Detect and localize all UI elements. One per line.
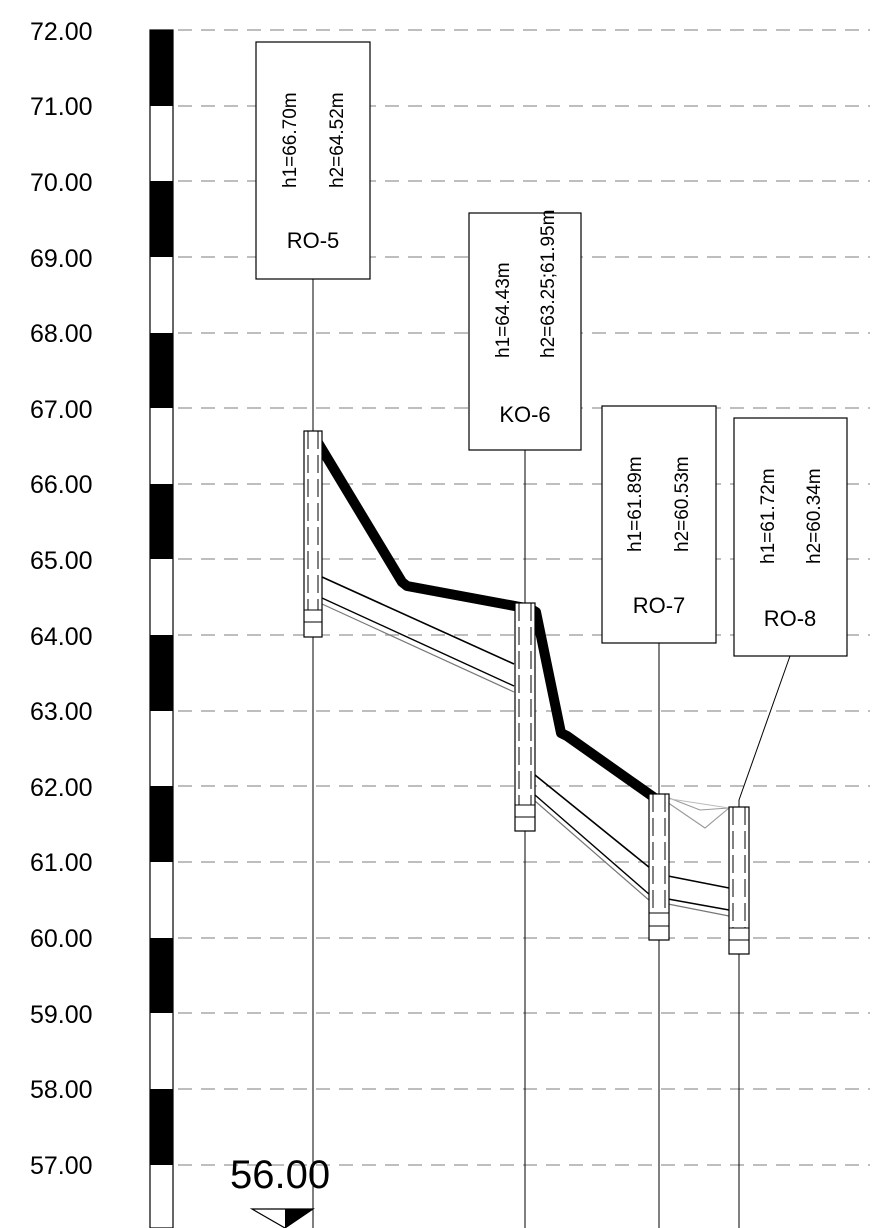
h1-label: h1=61.89m [625, 456, 646, 552]
manhole-label-ro5: h1=66.70m h2=64.52m RO-5 [255, 41, 371, 280]
manhole-name: RO-8 [764, 606, 817, 631]
manhole-label-ro7: h1=61.89m h2=60.53m RO-7 [601, 405, 717, 644]
elevation-label: 60.00 [30, 925, 93, 953]
h2-label: h2=64.52m [327, 92, 348, 188]
h2-label: h2=60.53m [672, 456, 693, 552]
elevation-label: 64.00 [30, 623, 93, 651]
manhole-label-ro8: h1=61.72m h2=60.34m RO-8 [733, 417, 848, 657]
manhole-label-ko6: h1=64.43m h2=63.25;61.95m KO-6 [468, 210, 582, 451]
datum-label: 56.00 [230, 1153, 330, 1197]
elevation-label: 58.00 [30, 1076, 93, 1104]
elevation-label: 62.00 [30, 774, 93, 802]
elevation-label: 69.00 [30, 245, 93, 273]
elevation-label: 65.00 [30, 547, 93, 575]
datum-marker: 56.00 [230, 1153, 330, 1228]
h1-label: h1=61.72m [758, 468, 779, 564]
elevation-label: 59.00 [30, 1001, 93, 1029]
manhole-name: KO-6 [499, 402, 550, 427]
elevation-label: 61.00 [30, 849, 93, 877]
h1-label: h1=64.43m [493, 262, 514, 358]
h1-label: h1=66.70m [280, 92, 301, 188]
manhole-body-ro8 [728, 806, 750, 955]
elevation-label: 63.00 [30, 698, 93, 726]
elevation-label: 67.00 [30, 396, 93, 424]
manhole-body-ro5 [303, 430, 323, 638]
h2-label: h2=63.25;61.95m [538, 210, 559, 358]
elevation-label: 68.00 [30, 320, 93, 348]
manhole-body-ro7 [648, 793, 670, 941]
manhole-body-ko6 [514, 602, 536, 832]
pipe-profile [321, 576, 730, 917]
manhole-name: RO-5 [287, 228, 340, 253]
elevation-label: 71.00 [30, 93, 93, 121]
elevation-label: 66.00 [30, 471, 93, 499]
elevation-scale-bar [149, 29, 174, 1228]
elevation-label: 70.00 [30, 169, 93, 197]
elevation-label: 72.00 [30, 18, 93, 46]
elevation-labels: 72.00 71.00 70.00 69.00 68.00 67.00 66.0… [30, 18, 93, 1180]
elevation-label: 57.00 [30, 1152, 93, 1180]
manhole-name: RO-7 [633, 593, 686, 618]
h2-label: h2=60.34m [804, 468, 825, 564]
